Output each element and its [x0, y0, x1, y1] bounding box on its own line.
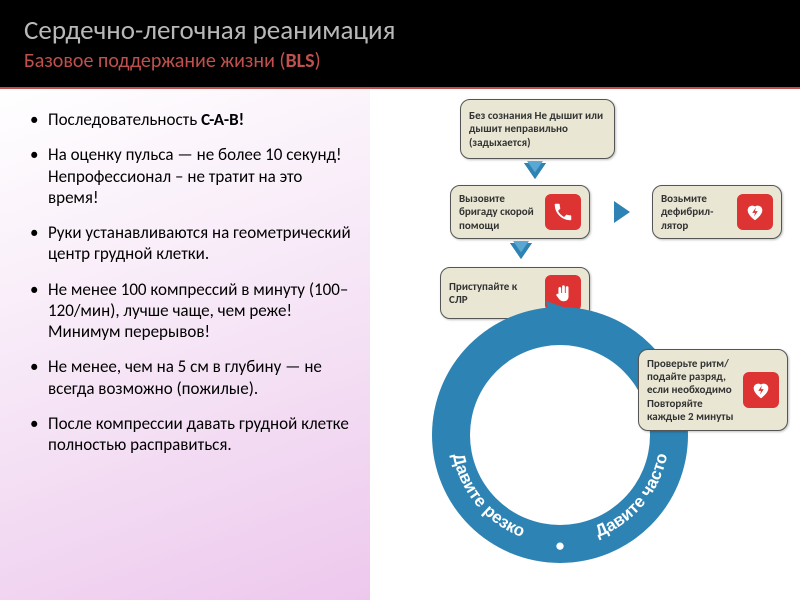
- ring-arrow-icon: [546, 301, 580, 336]
- box-text: Вызовите бригаду скорой помощи: [459, 192, 537, 232]
- bullet-text: После компрессии давать грудной клетке п…: [48, 413, 349, 455]
- bullet-panel: Последовательность C-A-B! На оценку пуль…: [0, 89, 370, 600]
- flow-box-check-rhythm: Проверьте ритм/ подайте разряд, если нео…: [638, 349, 788, 431]
- diagram-panel: Без сознания Не дышит или дышит неправил…: [370, 89, 800, 600]
- box-text: Без сознания Не дышит или дышит неправил…: [469, 109, 606, 149]
- bullet-strong: C-A-B!: [201, 109, 244, 130]
- list-item: Руки устанавливаются на геометрический ц…: [30, 222, 356, 265]
- slide-root: Сердечно-легочная реанимация Базовое под…: [0, 0, 800, 600]
- subtitle-prefix: Базовое поддержание жизни (: [24, 49, 285, 73]
- box-text: Возьмите дефибрил-лятор: [661, 192, 729, 232]
- subtitle-suffix: ): [315, 49, 321, 73]
- bullet-text: Не менее, чем на 5 см в глубину — не все…: [48, 356, 322, 398]
- slide-body: Последовательность C-A-B! На оценку пуль…: [0, 89, 800, 600]
- slide-title: Сердечно-легочная реанимация: [24, 14, 776, 47]
- arrow-right-icon: [614, 201, 630, 223]
- svg-text:●: ●: [555, 536, 565, 555]
- bullet-text: Последовательность: [48, 109, 201, 130]
- bullet-text: На оценку пульса — не более 10 секунд! Н…: [48, 144, 342, 208]
- svg-text:Давите часто: Давите часто: [592, 451, 671, 541]
- svg-text:Давите резко: Давите резко: [449, 451, 528, 541]
- subtitle-bold: BLS: [285, 49, 314, 73]
- list-item: Не менее, чем на 5 см в глубину — не все…: [30, 356, 356, 399]
- phone-icon: [545, 194, 581, 230]
- arrow-down-icon: [510, 243, 532, 259]
- flow-box-unconscious: Без сознания Не дышит или дышит неправил…: [460, 99, 615, 159]
- box-text: Проверьте ритм/ подайте разряд, если нео…: [647, 357, 735, 423]
- box-text: Приступайте к СЛР: [449, 280, 537, 306]
- bullet-list: Последовательность C-A-B! На оценку пуль…: [30, 109, 356, 455]
- slide-header: Сердечно-легочная реанимация Базовое под…: [0, 0, 800, 89]
- ring-text: Давите резко Давите часто ●: [432, 307, 688, 563]
- bullet-text: Руки устанавливаются на геометрический ц…: [48, 222, 351, 264]
- heart-bolt-icon: [737, 194, 773, 230]
- list-item: Последовательность C-A-B!: [30, 109, 356, 130]
- slide-subtitle: Базовое поддержание жизни (BLS): [24, 49, 776, 73]
- arrow-down-icon: [524, 163, 546, 179]
- flow-box-get-aed: Возьмите дефибрил-лятор: [652, 185, 782, 239]
- flow-box-call-ems: Вызовите бригаду скорой помощи: [450, 185, 590, 239]
- heart-bolt-icon: [743, 372, 779, 408]
- list-item: Не менее 100 компрессий в минуту (100–12…: [30, 279, 356, 343]
- list-item: На оценку пульса — не более 10 секунд! Н…: [30, 144, 356, 208]
- bullet-text: Не менее 100 компрессий в минуту (100–12…: [48, 279, 348, 343]
- list-item: После компрессии давать грудной клетке п…: [30, 413, 356, 456]
